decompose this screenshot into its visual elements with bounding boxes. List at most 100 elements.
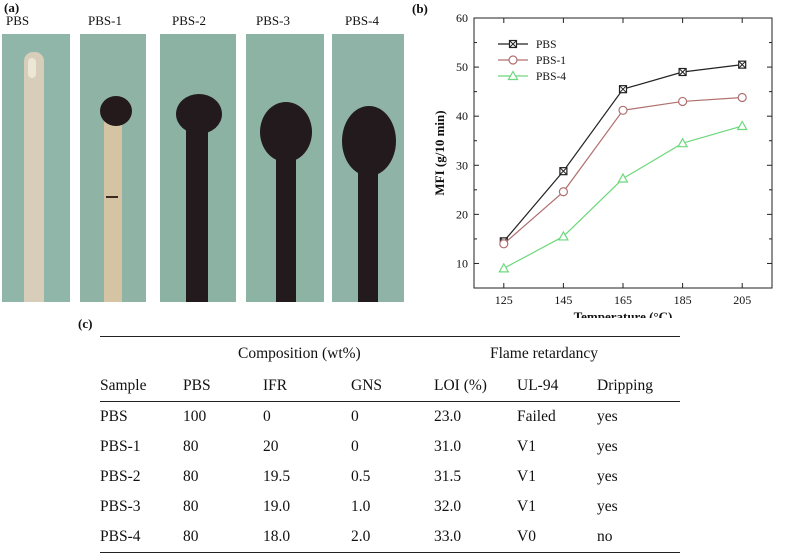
photo-pbs-2 [160,34,236,302]
table-cell: V1 [517,468,536,485]
table-cell: yes [597,468,618,485]
table-cell: 80 [183,438,199,455]
panel-c-table: (c) Composition (wt%) Flame retardancy S… [0,316,785,553]
table-cell: PBS-3 [100,498,141,515]
data-point-pbs-4 [498,262,510,273]
data-point-pbs-cross [678,68,687,76]
column-header: Dripping [597,377,653,394]
panel-b-label: (b) [412,1,428,16]
table-row: PBS-2 80 19.5 0.5 31.5 V1 yes [100,462,680,492]
photo-caption-pbs-4: PBS-4 [345,13,379,28]
series-line-pbs-1 [503,96,743,245]
series-line-pbs-4 [503,125,743,269]
legend-marker-cross [509,40,517,48]
plot-frame [473,17,773,289]
sample-stick-pbs-2 [186,114,208,302]
sample-stick-pbs-4 [358,154,378,302]
data-point-pbs-4 [557,230,569,241]
y-tick-label: 50 [456,60,468,74]
table-cell: 80 [183,498,199,515]
y-axis-label: MFI (g/10 min) [432,110,447,195]
table-cell: 31.0 [434,438,462,455]
data-point-pbs-1 [678,96,688,107]
group-header-flame: Flame retardancy [490,345,599,362]
table-cell: 0 [263,408,271,425]
photo-pbs-4 [332,34,404,302]
photo-caption-pbs-1: PBS-1 [88,13,122,28]
table-row: PBS-4 80 18.0 2.0 33.0 V0 no [100,522,680,553]
table-cell: 20 [263,438,279,455]
data-point-pbs-1 [558,187,568,197]
table-cell: 23.0 [434,408,462,425]
group-header-composition: Composition (wt%) [238,345,361,362]
char-residue-pbs-1 [100,96,132,126]
photo-caption-pbs: PBS [6,13,30,28]
y-tick-label: 60 [456,11,468,25]
table-cell: PBS-4 [100,528,141,545]
x-tick-label: 165 [614,293,632,307]
photo-pbs-3 [246,34,324,302]
y-tick-label: 40 [456,109,468,123]
legend-marker [507,70,519,81]
table-cell: PBS-2 [100,468,141,485]
column-header: IFR [263,377,288,394]
table-cell: PBS-1 [100,438,141,455]
column-header: LOI (%) [434,377,487,394]
photo-pbs [2,34,70,302]
table-cell: no [597,528,613,545]
panel-b-chart: (b) 10 20 30 40 50 60 125 145 165 185 205 Temperatur… [410,0,785,318]
data-point-pbs-cross [559,167,568,176]
table-cell: 2.0 [351,528,371,545]
data-point-pbs-4 [736,120,748,131]
table-cell: 80 [183,528,199,545]
table-cell: 80 [183,468,199,485]
table-cell: yes [597,438,618,455]
panel-a-label: (a) [4,0,20,15]
table-cell: Failed [517,408,556,425]
column-header: Sample [100,377,147,394]
photo-caption-pbs-2: PBS-2 [172,13,206,28]
data-point-pbs-cross [738,60,747,69]
x-tick-label: 205 [733,293,751,307]
table-cell: V1 [517,438,536,455]
table-cell: 19.0 [263,498,291,515]
data-point-pbs-1 [618,105,628,115]
legend-marker [508,55,518,65]
photo-pbs-1 [80,34,146,302]
table-body: PBS 100 0 0 23.0 Failed yes PBS-1 80 20 0 31.0 V1 yes… [100,402,680,553]
table-cell: 33.0 [434,528,462,545]
legend-label: PBS [536,39,556,51]
table-header-row: Sample PBS IFR GNS LOI (%) UL-94 Dripping [100,371,680,402]
data-point-pbs-4 [677,137,689,148]
table-row: PBS 100 0 0 23.0 Failed yes [100,402,680,433]
sample-stick-pbs [24,52,44,302]
table-cell: V0 [517,528,536,545]
sample-tip-pbs [28,58,36,78]
y-tick-label: 20 [456,207,468,221]
x-tick-label: 145 [554,293,572,307]
data-point-pbs-cross [619,85,627,94]
char-residue-pbs-4 [342,106,396,176]
table-cell: 100 [183,408,207,425]
table-group-header-row: Composition (wt%) Flame retardancy [100,336,680,372]
table-cell: 0 [351,408,359,425]
photo-caption-pbs-3: PBS-3 [256,13,290,28]
x-tick-label: 185 [674,293,692,307]
sample-mark-pbs-1 [106,196,118,198]
table-cell: 0 [351,438,359,455]
table-cell: 1.0 [351,498,371,515]
table-cell: 32.0 [434,498,462,515]
panel-c-label: (c) [78,316,93,331]
x-axis-label: Temperature (°C) [574,309,673,318]
sample-stick-pbs-3 [276,144,296,302]
data-point-pbs-1 [499,239,509,249]
data-point-pbs-1 [737,92,747,103]
table-cell: 18.0 [263,528,291,545]
table-cell: yes [597,408,618,425]
table-cell: 19.5 [263,468,291,485]
table-cell: PBS [100,408,128,425]
table-cell: 0.5 [351,468,371,485]
table-cell: V1 [517,498,536,515]
y-tick-label: 10 [456,256,468,270]
char-residue-pbs-3 [260,102,312,162]
